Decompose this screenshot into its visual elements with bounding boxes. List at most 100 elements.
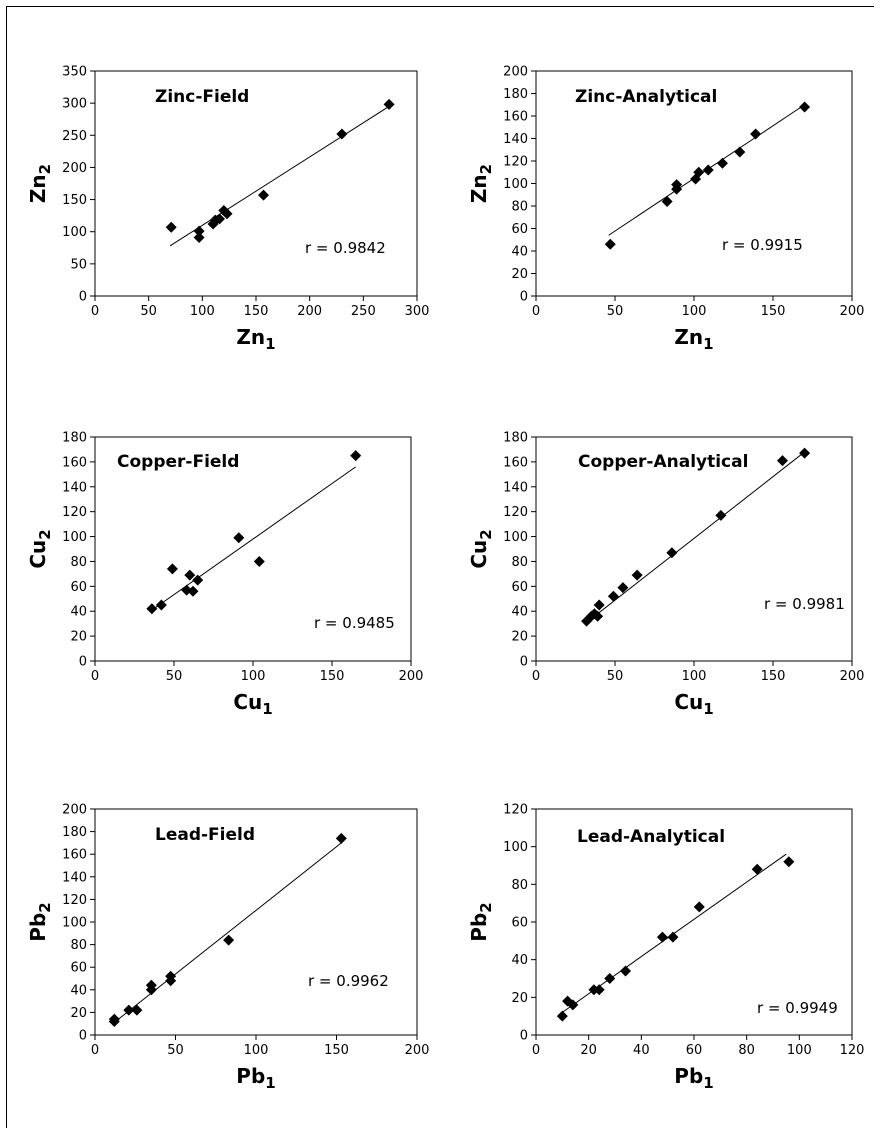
y-tick-label: 100 <box>62 530 87 545</box>
y-tick-label: 80 <box>70 938 87 953</box>
y-tick-label: 40 <box>511 605 528 620</box>
y-tick-label: 100 <box>62 225 87 240</box>
data-point <box>187 585 199 597</box>
data-point <box>693 166 705 178</box>
y-tick-label: 60 <box>511 580 528 595</box>
data-point <box>146 603 158 615</box>
data-point <box>350 450 362 462</box>
data-point <box>702 164 714 176</box>
trend-line <box>586 451 805 623</box>
x-tick-label: 150 <box>320 669 345 684</box>
correlation-label: r = 0.9485 <box>314 614 395 632</box>
data-point <box>734 146 746 158</box>
y-tick-label: 160 <box>503 455 528 470</box>
y-tick-label: 100 <box>503 840 528 855</box>
chart-panel-2: 0 20 40 60 80 100 120 140 160 180 200 0 50 100 150 200 Z… <box>467 65 864 354</box>
data-point <box>751 863 763 875</box>
x-axis-label: Pb1 <box>674 1064 713 1092</box>
data-point <box>123 1004 135 1016</box>
data-point <box>666 547 678 559</box>
data-point <box>166 563 178 575</box>
x-axis-label: Cu1 <box>674 690 713 718</box>
x-tick-label: 0 <box>91 304 99 319</box>
data-point <box>631 569 643 581</box>
y-tick-label: 40 <box>70 983 87 998</box>
y-axis-label: Cu2 <box>26 529 54 568</box>
data-point <box>776 455 788 467</box>
y-tick-label: 0 <box>79 1029 87 1044</box>
y-tick-label: 0 <box>520 655 528 670</box>
y-tick-label: 350 <box>62 65 87 80</box>
x-tick-label: 200 <box>840 669 865 684</box>
y-tick-label: 40 <box>511 953 528 968</box>
x-tick-label: 50 <box>167 1043 184 1058</box>
y-tick-label: 140 <box>503 132 528 147</box>
x-tick-label: 100 <box>682 669 707 684</box>
figure-frame <box>6 6 874 1128</box>
y-tick-label: 150 <box>62 193 87 208</box>
x-tick-label: 100 <box>241 669 266 684</box>
y-tick-label: 60 <box>70 580 87 595</box>
x-axis-label: Cu1 <box>233 690 272 718</box>
data-point <box>108 1013 120 1025</box>
data-point <box>335 832 347 844</box>
chart-title: Lead-Field <box>155 825 255 845</box>
correlation-label: r = 0.9842 <box>305 239 386 257</box>
y-tick-label: 20 <box>70 630 87 645</box>
x-tick-label: 80 <box>738 1043 755 1058</box>
y-tick-label: 60 <box>70 961 87 976</box>
x-tick-label: 0 <box>91 669 99 684</box>
data-point <box>783 856 795 868</box>
data-point <box>214 213 226 225</box>
x-tick-label: 100 <box>787 1043 812 1058</box>
data-point <box>184 569 196 581</box>
x-tick-label: 100 <box>244 1043 269 1058</box>
y-tick-label: 200 <box>503 65 528 80</box>
x-tick-label: 0 <box>532 669 540 684</box>
x-axis-label: Zn1 <box>236 325 275 353</box>
x-tick-label: 0 <box>532 1043 540 1058</box>
y-tick-label: 80 <box>70 555 87 570</box>
data-point <box>193 232 205 243</box>
y-tick-label: 0 <box>79 290 87 305</box>
chart-title: Lead-Analytical <box>577 827 725 847</box>
trend-line <box>150 466 356 612</box>
y-axis-label: Pb2 <box>26 902 54 941</box>
data-point <box>165 221 177 233</box>
y-axis-label: Pb2 <box>467 902 495 941</box>
y-tick-label: 50 <box>70 257 87 272</box>
y-tick-label: 200 <box>62 803 87 818</box>
correlation-label: r = 0.9915 <box>722 236 803 254</box>
x-tick-label: 200 <box>405 1043 430 1058</box>
x-tick-label: 40 <box>633 1043 650 1058</box>
data-point <box>233 532 245 544</box>
data-point <box>715 509 727 521</box>
y-tick-label: 100 <box>62 916 87 931</box>
data-point <box>165 970 177 982</box>
data-point <box>656 931 668 943</box>
data-point <box>671 183 683 195</box>
chart-title: Copper-Field <box>117 452 239 472</box>
chart-panel-6: 0 20 40 60 80 100 120 0 20 40 60 80 100 120 Lead-Analy… <box>467 803 864 1093</box>
y-tick-label: 40 <box>511 245 528 260</box>
data-point <box>693 901 705 913</box>
y-tick-label: 180 <box>503 87 528 102</box>
x-tick-label: 200 <box>399 669 424 684</box>
data-point <box>604 973 616 984</box>
y-tick-label: 120 <box>503 803 528 818</box>
y-axis-label: Zn2 <box>467 164 495 203</box>
data-point <box>253 555 265 567</box>
data-point <box>799 447 811 459</box>
data-point <box>799 101 811 113</box>
y-tick-label: 60 <box>511 222 528 237</box>
trend-line <box>169 105 390 247</box>
y-tick-label: 80 <box>511 878 528 893</box>
data-point <box>223 934 235 946</box>
data-point <box>131 1004 143 1016</box>
chart-panel-5: 0 20 40 60 80 100 120 140 160 180 200 0 50 100 150 200 L… <box>26 803 429 1093</box>
chart-panel-3: 0 20 40 60 80 100 120 140 160 180 0 50 100 150 200 Copp… <box>26 431 423 719</box>
x-tick-label: 60 <box>686 1043 703 1058</box>
y-tick-label: 120 <box>503 155 528 170</box>
data-point <box>145 979 157 991</box>
